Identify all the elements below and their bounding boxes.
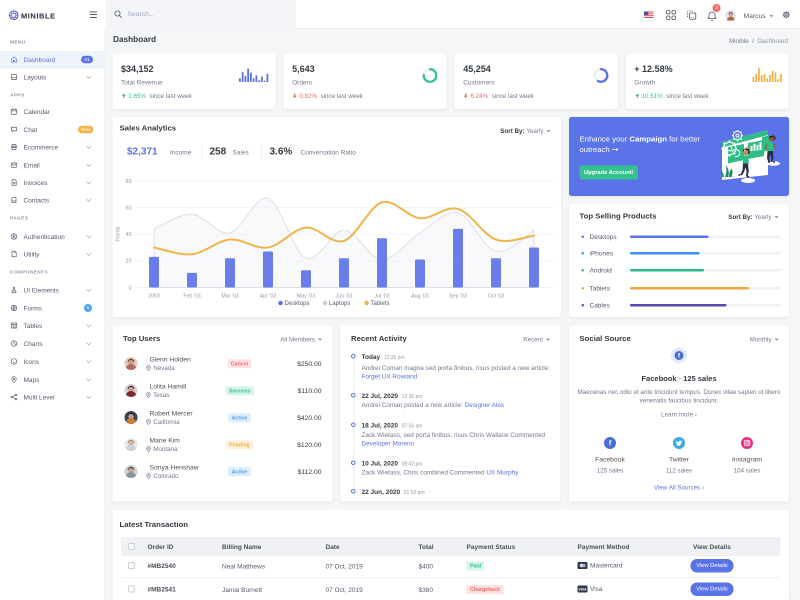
svg-text:Jul '03: Jul '03 [374,294,389,300]
svg-text:Jun '03: Jun '03 [336,294,353,300]
svg-text:Desktops: Desktops [285,301,310,307]
svg-text:Apr '03: Apr '03 [260,294,277,300]
svg-text:May '03: May '03 [297,294,315,300]
svg-text:Mar '03: Mar '03 [221,294,238,300]
svg-text:Sep '03: Sep '03 [449,294,467,300]
svg-text:Oct '03: Oct '03 [488,294,505,300]
svg-text:40: 40 [126,232,132,238]
svg-text:Feb '03: Feb '03 [183,294,200,300]
svg-text:60: 60 [126,205,132,211]
svg-text:Points: Points [116,226,122,242]
svg-text:Laptops: Laptops [329,301,350,307]
svg-text:VISA: VISA [578,588,587,592]
svg-text:80: 80 [126,179,132,185]
svg-text:Aug '03: Aug '03 [411,294,429,300]
svg-text:20: 20 [126,259,132,265]
svg-text:0: 0 [129,285,132,291]
svg-text:2003: 2003 [148,294,160,300]
svg-text:Tablets: Tablets [371,301,390,307]
